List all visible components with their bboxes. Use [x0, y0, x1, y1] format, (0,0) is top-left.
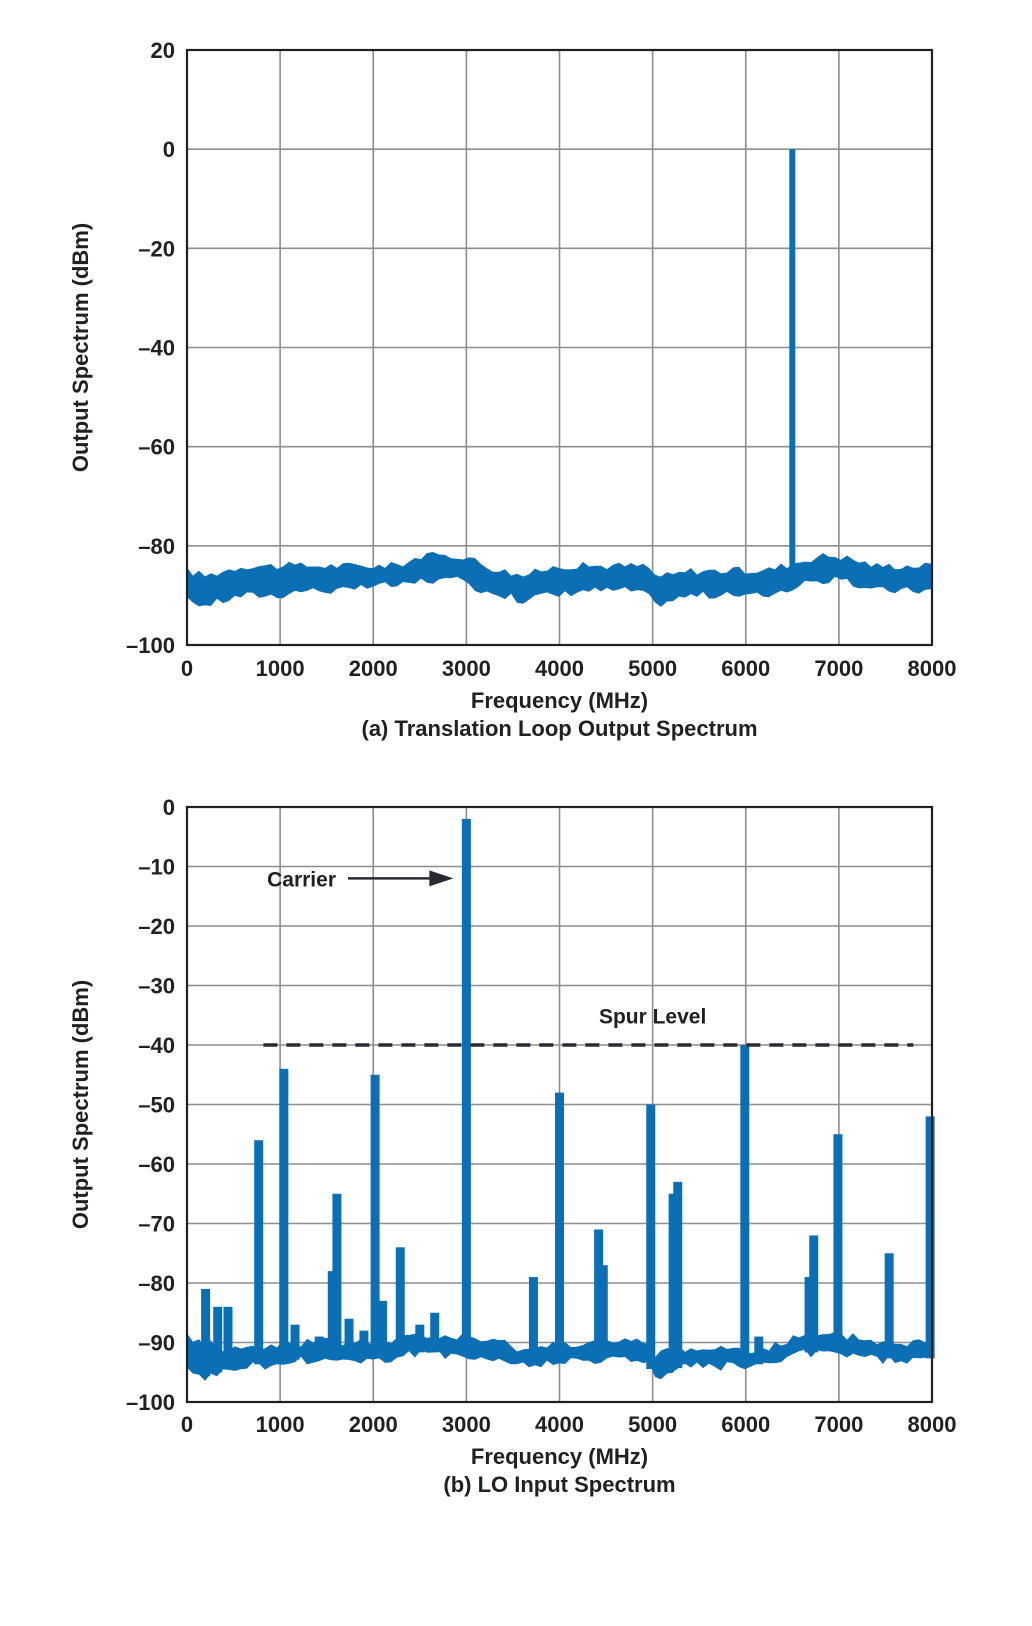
spectrum-peak	[809, 1235, 819, 1353]
x-tick-label: 4000	[535, 1412, 584, 1437]
y-tick-label: –40	[138, 1033, 175, 1058]
y-axis-title: Output Spectrum (dBm)	[68, 223, 93, 472]
y-tick-label: –10	[138, 855, 175, 880]
x-tick-label: 4000	[535, 656, 584, 681]
spectrum-peak	[344, 1318, 354, 1359]
y-tick-label: –20	[138, 914, 175, 939]
plot-frame	[185, 805, 934, 1404]
spectrum-peak	[528, 1277, 538, 1365]
chart-caption: (a) Translation Loop Output Spectrum	[362, 716, 758, 741]
spectrum-peak	[668, 1193, 678, 1370]
y-tick-label: –60	[138, 435, 175, 460]
spectrum-peak	[673, 1181, 683, 1369]
y-tick-label: –100	[126, 1390, 175, 1415]
y-tick-label: –70	[138, 1212, 175, 1237]
plot-frame	[185, 48, 934, 647]
spectrum-peak	[740, 1045, 750, 1365]
spectrum-peak	[359, 1330, 369, 1359]
x-tick-label: 1000	[256, 656, 305, 681]
spectrum-peak	[223, 1306, 233, 1370]
x-tick-label: 1000	[256, 1412, 305, 1437]
y-tick-label: –100	[126, 633, 175, 658]
spectrum-peak	[370, 1074, 380, 1359]
x-tick-label: 3000	[442, 1412, 491, 1437]
spectrum-peak	[804, 1277, 814, 1353]
x-tick-label: 6000	[721, 1412, 770, 1437]
x-tick-label: 8000	[908, 1412, 957, 1437]
x-tick-label: 2000	[349, 1412, 398, 1437]
spur-level-label: Spur Level	[599, 1005, 706, 1028]
spectrum-peak	[598, 1265, 608, 1359]
spectrum-peak	[884, 1253, 894, 1359]
spectrum-peak	[594, 1229, 604, 1359]
spectrum-peak	[290, 1324, 300, 1360]
y-tick-label: –30	[138, 974, 175, 999]
y-tick-label: 0	[163, 137, 175, 162]
x-tick-label: 8000	[908, 656, 957, 681]
chart-caption: (b) LO Input Spectrum	[443, 1472, 675, 1497]
x-tick-label: 0	[181, 1412, 193, 1437]
chart-panel-a: 0 1000 2000 3000 4000 5000 6000 7000 8000 20 0 –20 –…	[68, 38, 956, 741]
spectrum-peak	[833, 1134, 843, 1353]
y-tick-label: 20	[151, 38, 175, 63]
y-tick-label: –40	[138, 336, 175, 361]
spectrum-peak	[555, 1092, 564, 1359]
x-tick-label: 7000	[814, 656, 863, 681]
spectrum-peak	[327, 1271, 337, 1359]
x-tick-label: 6000	[721, 656, 770, 681]
y-tick-label: –80	[138, 1271, 175, 1296]
x-tick-label: 0	[181, 656, 193, 681]
carrier-label: Carrier	[267, 868, 336, 891]
spectrum-peak	[430, 1312, 440, 1353]
y-tick-label: –80	[138, 534, 175, 559]
spectrum-peak	[925, 1116, 935, 1359]
spectrum-peak	[461, 818, 471, 1353]
spectrum-peak	[279, 1068, 289, 1364]
spectrum-peak	[314, 1336, 324, 1359]
x-axis-title: Frequency (MHz)	[471, 1444, 648, 1469]
y-tick-label: –50	[138, 1093, 175, 1118]
x-tick-label: 7000	[814, 1412, 863, 1437]
x-tick-label: 5000	[628, 1412, 677, 1437]
x-tick-label: 3000	[442, 656, 491, 681]
x-tick-label: 2000	[349, 656, 398, 681]
spectrum-peak	[395, 1247, 405, 1356]
y-tick-label: –60	[138, 1152, 175, 1177]
spectrum-peak	[378, 1300, 388, 1359]
x-tick-label: 5000	[628, 656, 677, 681]
spectrum-peak	[646, 1104, 656, 1370]
y-tick-label: –20	[138, 236, 175, 261]
y-tick-label: –90	[138, 1331, 175, 1356]
carrier-arrow-icon	[429, 870, 454, 887]
y-tick-label: 0	[163, 795, 175, 820]
spectrum-peak	[754, 1336, 764, 1365]
spectrum-peak	[332, 1193, 342, 1359]
x-axis-title: Frequency (MHz)	[471, 688, 648, 713]
spectrum-peak	[415, 1324, 425, 1353]
spectrum-peak	[789, 149, 796, 586]
y-axis-title: Output Spectrum (dBm)	[68, 980, 93, 1229]
chart-panel-b: 0 1000 2000 3000 4000 5000 6000 7000 8000 0 –10 –20…	[68, 795, 956, 1497]
noise-floor-band	[187, 552, 931, 607]
spectrum-peak	[201, 1288, 211, 1377]
spectrum-peak	[254, 1140, 264, 1365]
spectrum-peak	[213, 1306, 223, 1373]
